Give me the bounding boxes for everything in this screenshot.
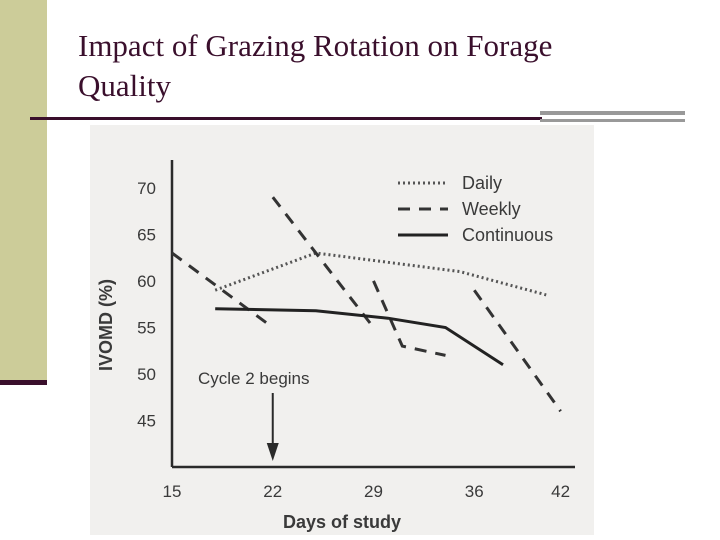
- slide-title-line2: Quality: [78, 68, 171, 103]
- series-line-daily: [214, 251, 547, 297]
- chart-figure: 45 50 55 60 65 70 15 22 29 36 42 Days of study IVOMD…: [90, 125, 594, 535]
- slide-title-line1: Impact of Grazing Rotation on Forage: [78, 28, 553, 63]
- sidebar-band: [0, 0, 47, 383]
- y-tick-label: 45: [137, 411, 156, 430]
- slide-title: Impact of Grazing Rotation on Forage Qua…: [78, 26, 698, 106]
- legend-label-daily: Daily: [462, 173, 502, 193]
- x-tick-label: 29: [364, 482, 383, 501]
- series-line-weekly: [271, 196, 375, 329]
- y-tick-label: 55: [137, 318, 156, 337]
- legend-label-weekly: Weekly: [462, 199, 521, 219]
- x-tick-label: 22: [263, 482, 282, 501]
- x-tick-label: 36: [465, 482, 484, 501]
- x-axis-label: Days of study: [283, 512, 401, 532]
- series-line-weekly: [473, 289, 562, 413]
- annotation-label: Cycle 2 begins: [198, 369, 310, 388]
- y-tick-label: 50: [137, 365, 156, 384]
- y-axis-label: IVOMD (%): [96, 279, 116, 371]
- annotation-arrow-head: [266, 443, 279, 461]
- y-tick-label: 65: [137, 225, 156, 244]
- title-rule-accent-lower: [540, 119, 685, 122]
- x-tick-label: 15: [163, 482, 182, 501]
- series-line-continuous: [215, 307, 504, 366]
- series-line-weekly: [171, 251, 274, 329]
- y-tick-label: 70: [137, 179, 156, 198]
- sidebar-edge: [0, 380, 47, 385]
- legend-label-continuous: Continuous: [462, 225, 553, 245]
- title-rule-accent: [540, 111, 685, 115]
- x-tick-label: 42: [551, 482, 570, 501]
- y-tick-label: 60: [137, 272, 156, 291]
- series-line-weekly: [372, 280, 446, 357]
- chart-svg: 45 50 55 60 65 70 15 22 29 36 42 Days of study IVOMD…: [96, 160, 575, 532]
- title-rule: [30, 117, 542, 120]
